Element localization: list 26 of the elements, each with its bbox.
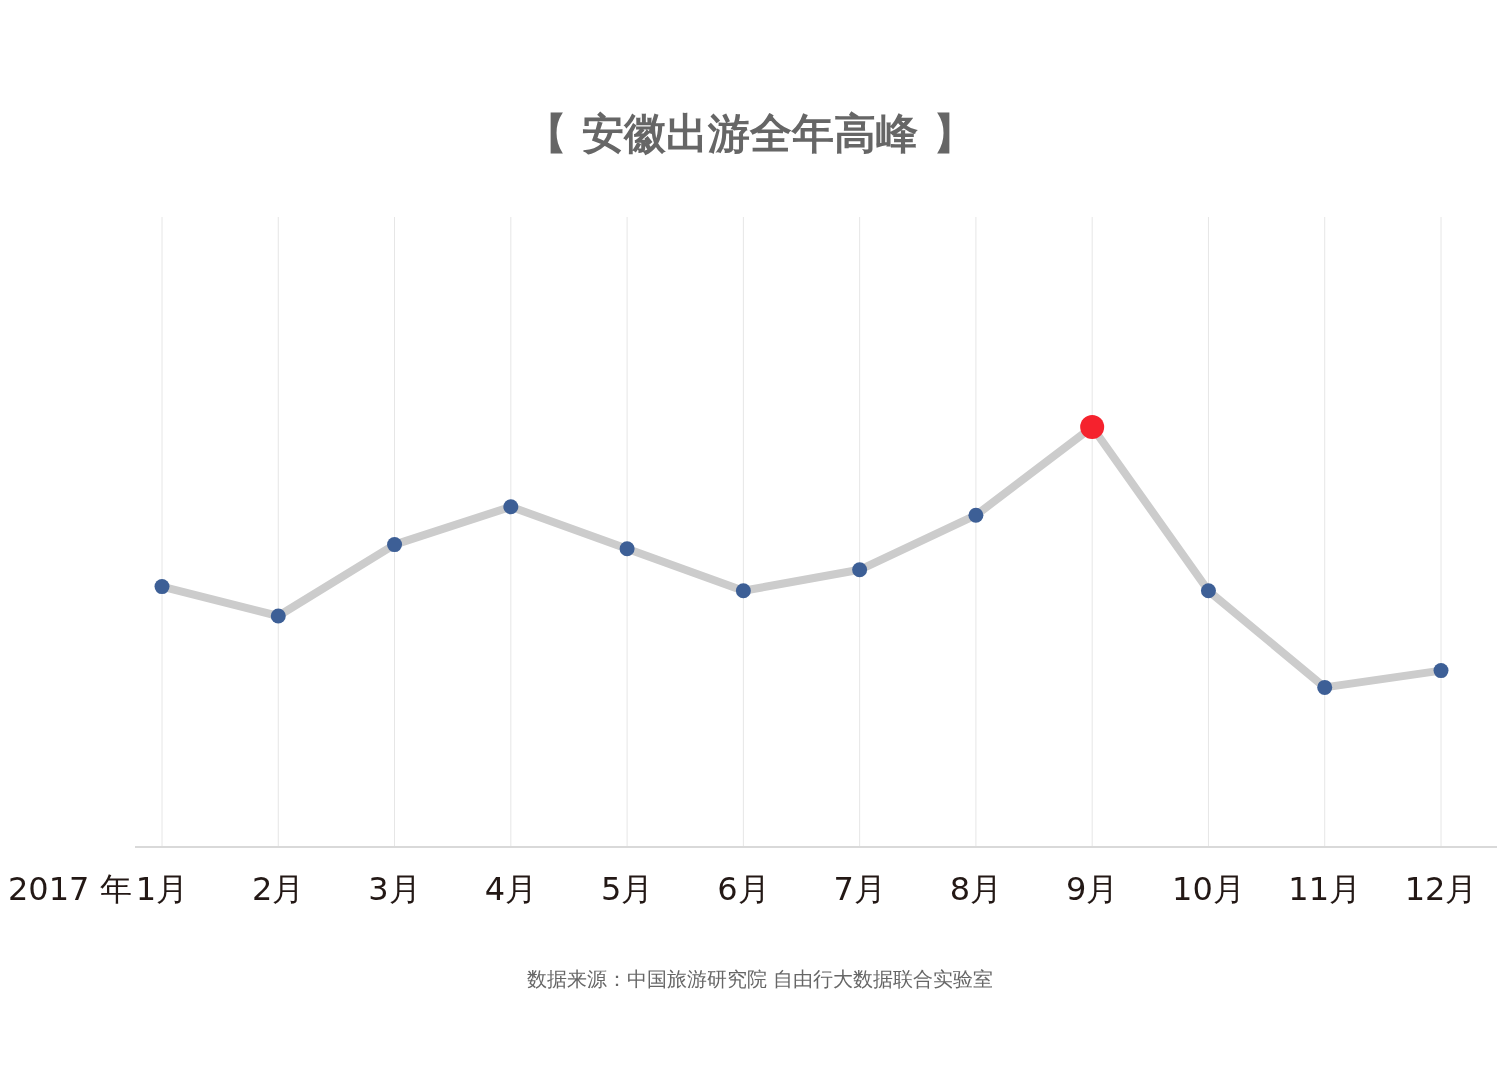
point (852, 562, 868, 578)
point (1317, 679, 1333, 695)
x-tick-label: 3月 (368, 870, 421, 908)
x-tick-label: 2月 (252, 870, 305, 908)
point (968, 507, 984, 523)
x-tick-label: 4月 (484, 870, 537, 908)
point (1433, 663, 1449, 679)
point (270, 608, 286, 624)
point (154, 579, 170, 595)
x-tick-label: 6月 (717, 870, 770, 908)
x-tick-label: 8月 (949, 870, 1003, 908)
x-tick-label: 9月 (1066, 870, 1119, 908)
x-tick-label: 7月 (833, 870, 886, 908)
x-tick-label: 10月 (1172, 870, 1245, 908)
point (735, 583, 751, 599)
point (503, 499, 519, 515)
source-note: 数据来源：中国旅游研究院 自由行大数据联合实验室 (526, 967, 994, 991)
x-axis-title: 2017 年 (8, 870, 132, 908)
x-tick-label: 1月 (135, 870, 189, 908)
point (1200, 583, 1216, 599)
point (387, 537, 403, 553)
x-tick-label: 11月 (1288, 870, 1362, 908)
x-tick-label: 5月 (600, 870, 654, 908)
x-tick-label: 12月 (1404, 870, 1478, 908)
point (619, 541, 635, 557)
chart-title: 【 安徽出游全年高峰 】 (525, 109, 975, 158)
